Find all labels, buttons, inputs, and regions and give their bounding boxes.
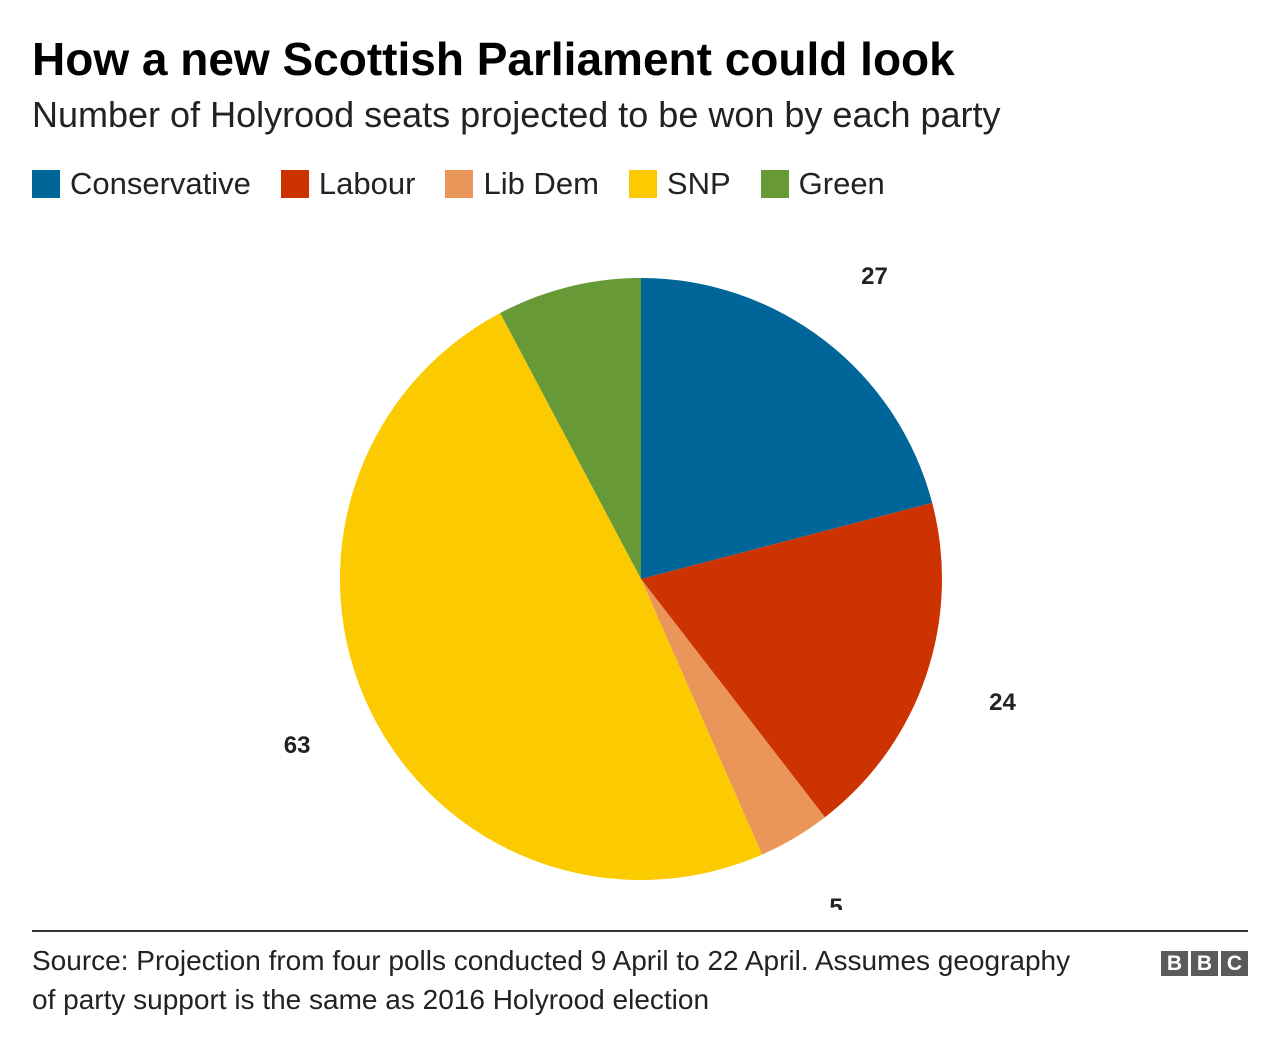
legend: Conservative Labour Lib Dem SNP Green [32, 168, 915, 199]
legend-swatch-lib-dem [445, 169, 474, 198]
data-label-labour: 24 [989, 689, 1016, 716]
chart-title: How a new Scottish Parliament could look [32, 33, 955, 85]
bbc-logo: B B C [1158, 951, 1248, 976]
pie-slice-conservative [641, 278, 933, 579]
legend-label-labour: Labour [318, 166, 416, 201]
chart-subtitle: Number of Holyrood seats projected to be… [32, 94, 1001, 135]
legend-label-lib-dem: Lib Dem [483, 166, 599, 201]
pie-slice-lib-dem [641, 579, 825, 855]
pie-slice-green [500, 278, 641, 579]
legend-item-labour: Labour [280, 166, 416, 201]
legend-swatch-conservative [32, 169, 60, 198]
source-note: Source: Projection from four polls condu… [32, 945, 1071, 1015]
data-label-conservative: 27 [861, 263, 888, 290]
data-label-snp: 63 [284, 732, 311, 759]
legend-swatch-snp [628, 169, 657, 198]
pie-chart: 27 24 5 63 10 [284, 220, 1017, 910]
bbc-logo-letter-1: B [1161, 951, 1188, 976]
data-label-green: 10 [536, 220, 563, 222]
legend-item-lib-dem: Lib Dem [445, 166, 599, 201]
legend-label-conservative: Conservative [70, 166, 251, 201]
footer-divider [32, 930, 1248, 932]
legend-label-green: Green [798, 166, 885, 201]
legend-item-conservative: Conservative [32, 168, 251, 199]
pie-slice-labour [641, 502, 942, 818]
legend-item-green: Green [760, 166, 885, 201]
data-label-lib-dem: 5 [829, 894, 842, 910]
legend-swatch-labour [280, 169, 309, 198]
legend-swatch-green [760, 169, 789, 198]
legend-label-snp: SNP [666, 166, 731, 201]
legend-item-snp: SNP [628, 166, 731, 201]
bbc-logo-letter-2: B [1191, 951, 1218, 976]
bbc-logo-letter-3: C [1221, 951, 1248, 976]
pie-slice-snp [339, 313, 763, 881]
